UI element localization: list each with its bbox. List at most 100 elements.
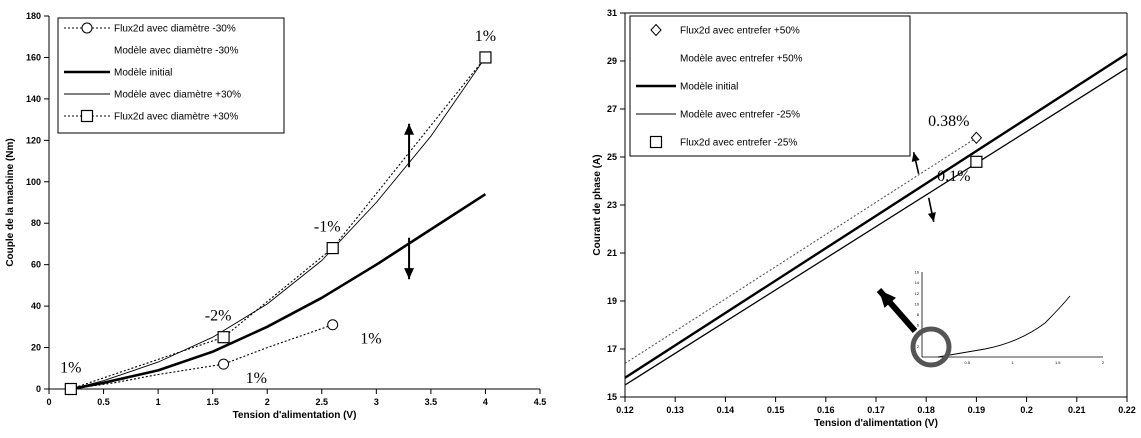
y-tick-label: 140 (26, 94, 41, 104)
dotted-curve-plus50 (624, 137, 977, 364)
x-tick-label: 4.5 (534, 397, 547, 407)
y-tick-label: 40 (31, 301, 41, 311)
legend-box-0 (57, 17, 285, 134)
data-point-0-2 (327, 319, 339, 331)
y-tick-label: 23 (607, 200, 617, 210)
legend-box-1 (629, 15, 911, 157)
series-line-minus25 (624, 67, 1128, 386)
x-tick-label: 0.22 (1118, 405, 1136, 415)
x-tick-label: 3.5 (425, 397, 438, 407)
x-tick-label: 0.21 (1068, 405, 1086, 415)
data-point-4-1 (217, 331, 230, 344)
y-tick-label: 120 (26, 135, 41, 145)
data-point-4-0 (64, 382, 77, 396)
legend-marker-0-0 (81, 22, 93, 34)
arrow-up-head (404, 123, 415, 135)
arrow-down-right-head (927, 212, 936, 222)
y-tick-label: 100 (26, 177, 41, 187)
data-point-0-1 (218, 358, 230, 370)
legend-label: Flux2d avec diamètre -30% (114, 24, 236, 35)
y-tick-label: 17 (607, 344, 617, 354)
inset-y-tick-label: 2 (917, 344, 920, 349)
x-tick-label: 0.17 (867, 405, 885, 415)
data-point-4-3 (479, 51, 492, 64)
y-tick-label: 0 (36, 384, 41, 394)
y-tick-label: 15 (607, 392, 617, 402)
data-point-4-2 (326, 241, 339, 255)
legend-label: Modèle initial (680, 82, 738, 93)
x-tick-label: 0.5 (97, 397, 110, 407)
data-point-4-0 (970, 155, 983, 168)
arrow-to-inset-head (879, 290, 896, 308)
inset-curve (937, 295, 1071, 358)
x-tick-label: 0.12 (616, 405, 634, 415)
x-tick-label: 0.18 (917, 405, 935, 415)
x-tick-label: 0.2 (1020, 405, 1033, 415)
series-line-initial (624, 52, 1128, 379)
inset-y-tick-label: 16 (915, 270, 920, 275)
inset-y-tick-label: 12 (915, 291, 920, 296)
y-axis-label: Couple de la machine (Nm) (5, 138, 16, 266)
x-tick-label: 0.16 (817, 405, 835, 415)
x-tick-label: 2 (265, 397, 270, 407)
inset-y-tick-label: 6 (917, 323, 920, 328)
series-line-initial (70, 193, 487, 391)
error-annotation: -1% (314, 219, 341, 236)
y-tick-label: 25 (607, 152, 617, 162)
y-tick-label: 31 (607, 8, 617, 18)
legend-label: Flux2d avec diamètre +30% (114, 112, 238, 123)
x-axis-label: Tension d'alimentation (V) (814, 418, 938, 429)
legend-label: Flux2d avec entrefer -25% (680, 138, 797, 149)
y-tick-label: 21 (607, 248, 617, 258)
data-point-0-0 (970, 131, 983, 145)
error-annotation: 1% (360, 330, 381, 347)
x-tick-label: 2.5 (316, 397, 329, 407)
error-annotation: 1% (246, 370, 267, 387)
x-tick-label: 0 (46, 397, 51, 407)
error-annotation: 1% (475, 28, 496, 45)
x-tick-label: 0.19 (968, 405, 986, 415)
inset-x-tick-label: 1 (1011, 360, 1014, 365)
legend-marker-1-4 (649, 135, 663, 149)
x-axis-label: Tension d'alimentation (V) (233, 410, 357, 421)
y-tick-label: 180 (26, 11, 41, 21)
x-tick-label: 3 (374, 397, 379, 407)
arrow-down-head (404, 268, 415, 280)
legend-label: Modèle avec diamètre -30% (114, 46, 239, 57)
y-tick-label: 160 (26, 52, 41, 62)
inset-y-tick-label: 10 (915, 301, 920, 306)
inset-zoom-circle (910, 326, 952, 368)
x-tick-label: 0.13 (666, 405, 684, 415)
x-tick-label: 0.15 (767, 405, 785, 415)
legend-label: Modèle avec entrefer -25% (680, 110, 800, 121)
x-tick-label: 4 (483, 397, 488, 407)
y-tick-label: 27 (607, 104, 617, 114)
y-axis-label: Courant de phase (A) (592, 154, 603, 255)
legend-marker-1-0 (650, 23, 662, 37)
legend-label: Flux2d avec entrefer +50% (680, 26, 800, 37)
y-tick-label: 60 (31, 260, 41, 270)
y-tick-label: 29 (607, 56, 617, 66)
inset-y-tick-label: 8 (917, 312, 920, 317)
inset-x-tick-label: 2 (1102, 360, 1105, 365)
y-tick-label: 19 (607, 296, 617, 306)
legend-label: Modèle initial (114, 68, 172, 79)
inset-x-tick-label: 1.5 (1055, 360, 1061, 365)
error-annotation: 1% (60, 359, 81, 376)
error-annotation: 0.1% (937, 168, 970, 185)
error-annotation: 0.38% (928, 113, 969, 130)
arrow-up-left-head (911, 152, 920, 162)
x-tick-label: 1 (156, 397, 161, 407)
x-tick-label: 0.14 (717, 405, 735, 415)
legend-label: Modèle avec diamètre +30% (114, 90, 241, 101)
inset-x-tick-label: 0.5 (964, 360, 970, 365)
series-line-plus30 (70, 57, 486, 390)
legend-label: Modèle avec entrefer +50% (680, 54, 803, 65)
y-tick-label: 20 (31, 343, 41, 353)
legend-marker-0-4 (80, 109, 94, 123)
inset-y-tick-label: 14 (915, 280, 920, 285)
dotted-curve-minus30 (70, 324, 333, 390)
x-tick-label: 1.5 (206, 397, 219, 407)
error-annotation: -2% (205, 308, 232, 325)
